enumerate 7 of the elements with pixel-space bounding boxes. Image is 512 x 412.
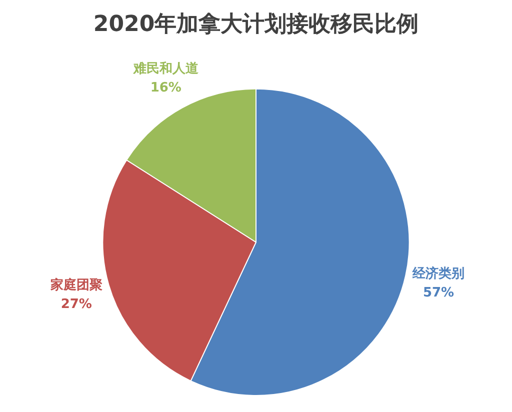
slice-label: 经济类别	[412, 265, 465, 282]
data-label: 16%	[150, 80, 182, 96]
slice-label: 难民和人道	[132, 60, 200, 77]
chart-title: 2020年加拿大计划接收移民比例	[93, 12, 419, 37]
data-label: 57%	[422, 285, 454, 300]
data-label: 27%	[60, 296, 92, 312]
slice-label: 家庭团聚	[49, 276, 102, 293]
